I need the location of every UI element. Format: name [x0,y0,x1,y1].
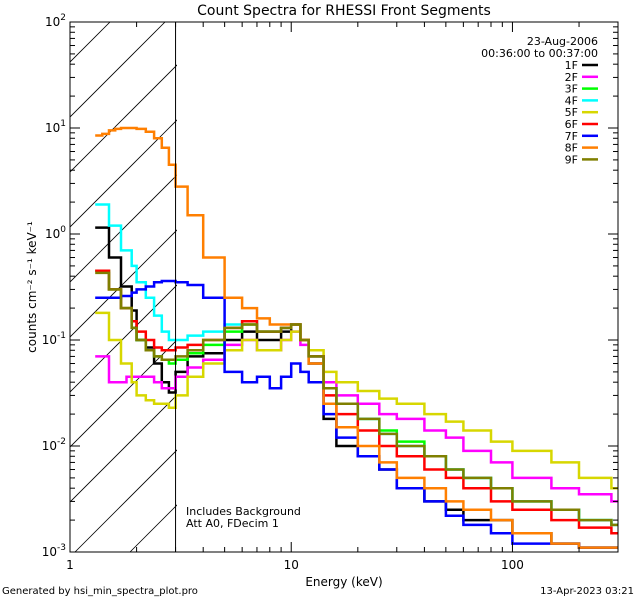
series-line-7f [95,279,618,549]
y-tick-label: 102 [45,13,66,29]
hatch-line [70,22,111,63]
x-axis-ticks: 1 10 100 [66,22,619,572]
hatch-line [295,0,640,552]
hatch-line [570,0,640,552]
hatched-region [0,0,640,552]
legend-label-4f: 4F [565,94,578,107]
legend-label-3f: 3F [565,83,578,96]
hatch-line [70,229,177,338]
legend-label-9f: 9F [565,153,578,166]
hatch-line [70,22,166,118]
annotation-background: Includes Background [186,505,301,518]
hatch-line [70,64,177,173]
legend-date: 23-Aug-2006 [527,35,598,48]
hatch-line [70,339,177,448]
series-line-8f [95,126,618,549]
annotation-attenuator: Att A0, FDecim 1 [186,517,279,530]
hatch-line [70,394,177,503]
footer-generated-by: Generated by hsi_min_spectra_plot.pro [2,586,198,597]
series-line-9f [95,271,618,527]
hatch-line [0,0,125,552]
legend-label-7f: 7F [565,130,578,143]
legend-time-range: 00:36:00 to 00:37:00 [481,47,598,60]
hatch-line [70,119,177,228]
legend-label-8f: 8F [565,142,578,155]
y-axis-label: counts cm⁻² s⁻¹ keV⁻¹ [25,221,39,353]
plot-frame [69,21,619,553]
legend-label-1f: 1F [565,59,578,72]
y-tick-label: 10-1 [42,331,66,347]
x-axis-label: Energy (keV) [305,575,382,589]
hatch-line [74,449,177,552]
x-tick-label: 100 [501,558,524,572]
y-axis-ticks: 10-3 10-2 10-1 100 101 102 [42,13,618,559]
y-tick-label: 100 [45,225,66,241]
hatch-line [70,174,177,283]
series-line-5f [95,311,618,490]
footer-timestamp: 13-Apr-2023 03:21 [540,586,634,597]
y-tick-label: 10-3 [42,543,66,559]
hatch-line [625,0,640,552]
y-tick-label: 101 [45,119,66,135]
chart-title: Count Spectra for RHESSI Front Segments [197,3,491,19]
x-tick-label: 10 [284,558,299,572]
series-layer [95,126,618,549]
y-tick-label: 10-2 [42,437,66,453]
legend-label-2f: 2F [565,71,578,84]
x-tick-label: 1 [66,558,74,572]
legend-label-6f: 6F [565,118,578,131]
legend-label-5f: 5F [565,106,578,119]
